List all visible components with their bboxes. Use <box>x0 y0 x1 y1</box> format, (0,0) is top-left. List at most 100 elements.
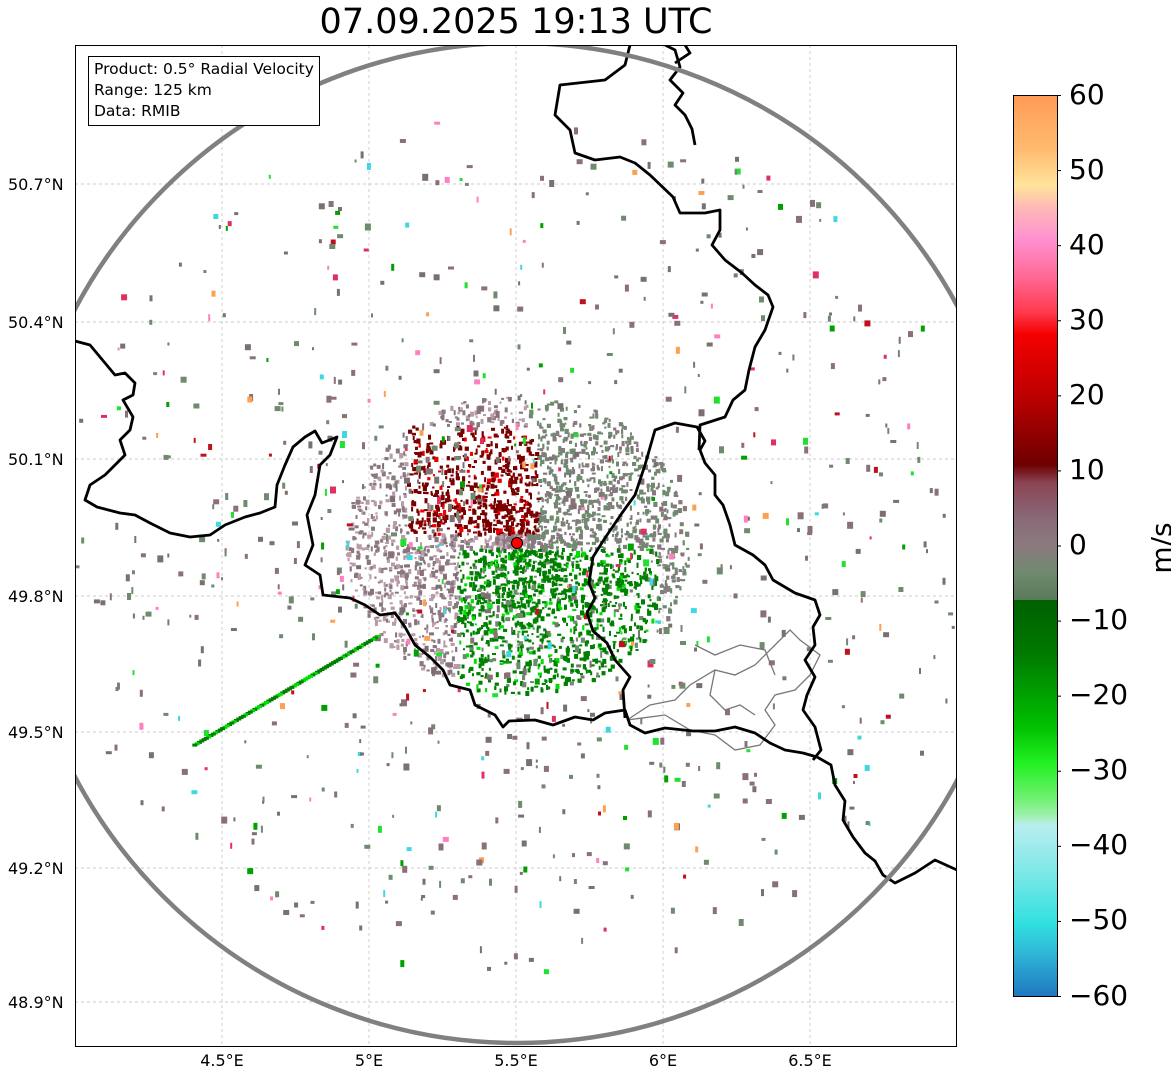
echo-pixel <box>424 546 427 548</box>
echo-pixel <box>522 557 525 562</box>
echo-pixel <box>569 441 572 444</box>
echo-pixel <box>635 537 640 543</box>
echo-pixel <box>520 527 525 533</box>
echo-pixel <box>385 499 390 503</box>
echo-pixel <box>601 560 606 565</box>
echo-pixel <box>540 459 545 464</box>
echo-pixel <box>461 561 465 566</box>
echo-pixel <box>681 579 686 582</box>
echo-pixel <box>628 441 632 445</box>
echo-pixel <box>386 618 389 623</box>
echo-pixel <box>522 567 525 571</box>
echo-pixel <box>499 541 503 547</box>
echo-pixel <box>557 624 560 627</box>
echo-pixel <box>504 608 508 613</box>
echo-pixel <box>583 517 587 520</box>
echo-pixel <box>513 615 518 619</box>
echo-pixel <box>618 603 623 607</box>
echo-pixel <box>541 498 544 503</box>
echo-pixel <box>553 502 557 505</box>
echo-pixel <box>546 498 549 504</box>
echo-pixel <box>488 452 491 457</box>
echo-pixel <box>403 474 408 477</box>
echo-pixel <box>592 425 595 430</box>
echo-pixel <box>513 517 516 522</box>
echo-pixel <box>532 593 536 597</box>
echo-pixel <box>424 520 427 524</box>
echo-pixel <box>487 657 490 662</box>
echo-pixel <box>559 423 564 428</box>
echo-pixel <box>376 546 380 552</box>
echo-pixel <box>676 577 680 582</box>
echo-pixel <box>456 504 460 508</box>
echo-pixel <box>486 485 490 489</box>
echo-pixel <box>374 544 379 548</box>
echo-pixel <box>534 458 539 460</box>
echo-pixel <box>544 633 549 638</box>
echo-pixel <box>588 499 591 505</box>
echo-pixel <box>604 568 608 573</box>
echo-pixel <box>461 507 466 513</box>
echo-pixel <box>545 556 549 558</box>
echo-pixel <box>660 547 665 550</box>
echo-pixel <box>541 435 546 439</box>
echo-pixel <box>359 530 364 533</box>
echo-pixel <box>488 525 492 529</box>
echo-pixel <box>473 460 477 464</box>
echo-pixel <box>413 581 417 584</box>
echo-pixel <box>441 533 446 538</box>
echo-pixel <box>682 566 685 570</box>
echo-pixel <box>367 518 370 524</box>
radar-map[interactable] <box>75 45 957 1047</box>
echo-pixel <box>603 608 606 611</box>
echo-pixel <box>502 598 506 601</box>
echo-pixel <box>481 610 485 613</box>
echo-pixel <box>535 474 539 478</box>
echo-pixel <box>570 663 574 668</box>
echo-pixel <box>557 418 562 423</box>
echo-pixel <box>618 553 622 558</box>
echo-pixel <box>361 509 364 515</box>
echo-pixel <box>618 544 621 550</box>
echo-pixel <box>370 514 373 519</box>
echo-pixel <box>422 527 426 530</box>
echo-pixel <box>429 449 434 455</box>
echo-pixel <box>589 534 594 538</box>
echo-pixel <box>621 534 623 538</box>
echo-pixel <box>513 503 517 506</box>
echo-pixel <box>549 598 552 601</box>
echo-pixel <box>554 455 558 461</box>
echo-pixel <box>466 621 469 623</box>
echo-pixel <box>537 664 540 670</box>
echo-pixel <box>634 528 637 534</box>
echo-pixel <box>404 573 407 579</box>
echo-pixel <box>678 569 683 573</box>
echo-pixel <box>395 526 398 532</box>
echo-pixel <box>484 492 488 495</box>
echo-pixel <box>647 610 652 616</box>
echo-pixel <box>653 531 657 537</box>
echo-pixel <box>418 520 423 526</box>
echo-pixel <box>632 634 635 637</box>
echo-pixel <box>431 614 434 619</box>
echo-pixel <box>485 487 489 491</box>
echo-pixel <box>609 630 611 636</box>
echo-pixel <box>413 584 418 587</box>
echo-pixel <box>564 531 567 535</box>
echo-pixel <box>603 440 608 445</box>
echo-pixel <box>666 539 669 541</box>
echo-pixel <box>544 577 547 582</box>
echo-pixel <box>510 556 514 561</box>
echo-pixel <box>541 531 546 534</box>
echo-pixel <box>512 605 515 608</box>
echo-pixel <box>347 552 352 558</box>
echo-pixel <box>389 643 394 649</box>
echo-pixel <box>498 500 503 506</box>
echo-pixel <box>519 597 524 601</box>
echo-pixel <box>470 411 474 417</box>
echo-pixel <box>543 526 547 529</box>
echo-pixel <box>357 574 361 580</box>
echo-pixel <box>467 529 471 533</box>
echo-pixel <box>445 419 449 423</box>
echo-pixel <box>587 494 591 498</box>
